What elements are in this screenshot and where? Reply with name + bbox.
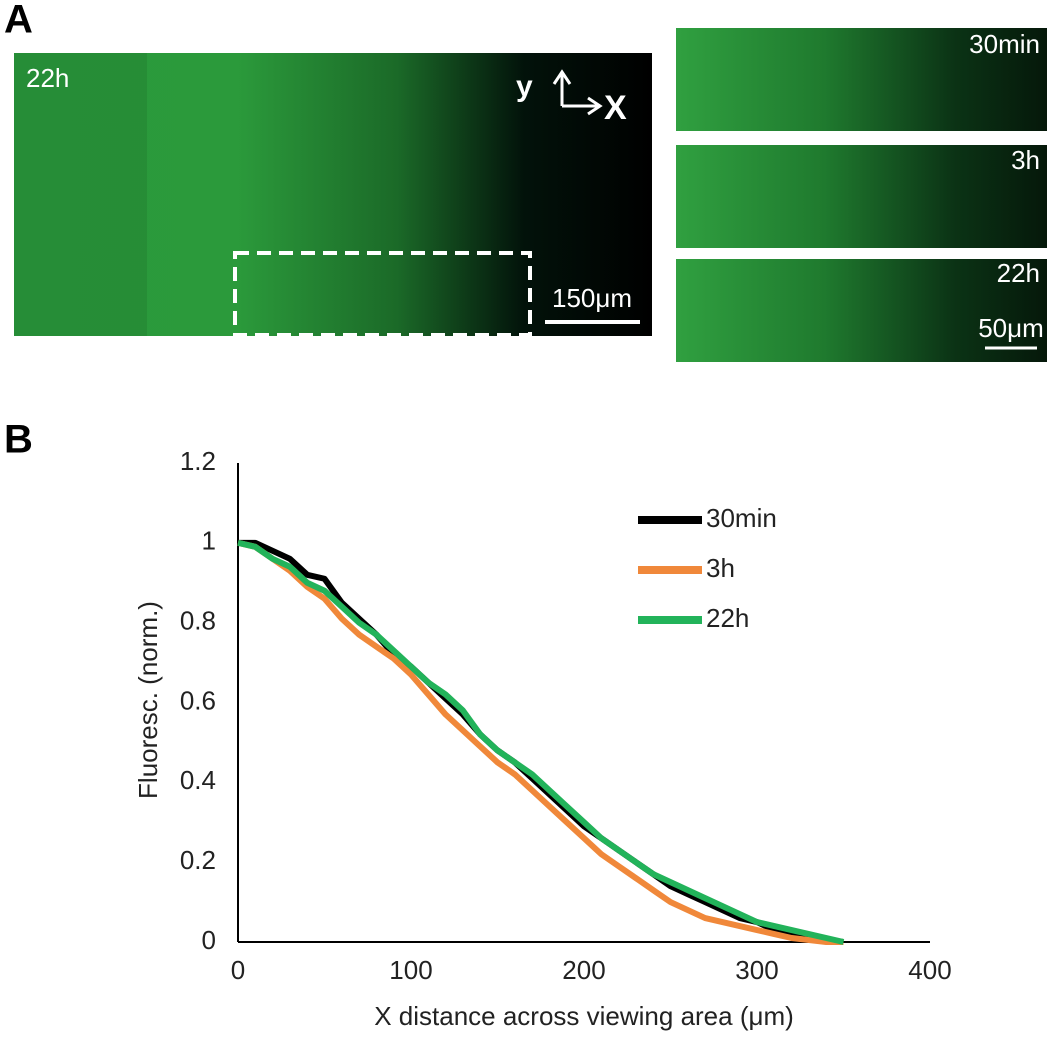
x-tick-label: 0 — [231, 955, 245, 985]
y-tick-label: 1.2 — [180, 446, 216, 476]
data-line — [237, 539, 845, 945]
y-tick-label: 0.8 — [180, 606, 216, 636]
legend-label: 3h — [706, 553, 735, 583]
inset-label: 30min — [969, 29, 1040, 59]
x-tick-label: 400 — [908, 955, 951, 985]
inset-label: 22h — [997, 258, 1040, 288]
legend-label: 30min — [706, 503, 777, 533]
panel-label: A — [4, 0, 33, 42]
y-tick-label: 0.4 — [180, 765, 216, 795]
x-tick-label: 200 — [562, 955, 605, 985]
inset-image — [676, 259, 1047, 362]
x-tick-label: 100 — [389, 955, 432, 985]
scale-bar-label: 150μm — [552, 283, 632, 313]
zoom-box — [233, 251, 532, 337]
axis-y-label: y — [516, 70, 533, 103]
y-axis-title: Fluoresc. (norm.) — [133, 601, 163, 799]
image-label: 22h — [26, 63, 69, 93]
inset-image — [676, 28, 1047, 131]
panel-label: B — [4, 418, 33, 462]
inset-label: 3h — [1011, 145, 1040, 175]
y-tick-label: 0 — [202, 925, 216, 955]
scale-bar-label: 50μm — [978, 313, 1044, 343]
axis-arrows — [552, 69, 603, 116]
y-tick-label: 1 — [202, 526, 216, 556]
legend-label: 22h — [706, 603, 749, 633]
data-line — [237, 539, 844, 945]
micrograph-tile — [14, 53, 147, 336]
x-axis-title: X distance across viewing area (μm) — [374, 1001, 794, 1031]
inset-image — [676, 145, 1047, 248]
axis-x-label: X — [604, 89, 627, 127]
micrograph — [14, 53, 652, 336]
y-tick-label: 0.2 — [180, 845, 216, 875]
x-tick-label: 300 — [735, 955, 778, 985]
y-tick-label: 0.6 — [180, 685, 216, 715]
